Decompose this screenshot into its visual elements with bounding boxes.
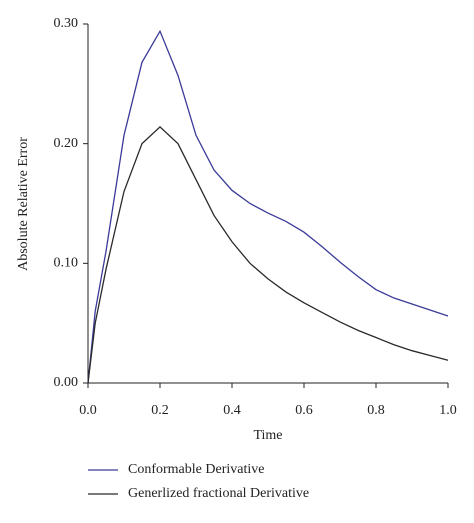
y-tick-label: 0.30 <box>54 16 79 31</box>
x-axis-label: Time <box>253 428 282 443</box>
x-tick-label: 1.0 <box>439 403 457 418</box>
x-tick-label: 0.4 <box>223 403 241 418</box>
x-tick-label: 0.8 <box>367 403 385 418</box>
legend-label: Generlized fractional Derivative <box>128 486 309 501</box>
y-tick-label: 0.00 <box>54 375 79 390</box>
y-tick-label: 0.20 <box>54 136 79 151</box>
series-line <box>87 29 449 384</box>
x-tick-label: 0.0 <box>79 403 97 418</box>
y-tick-label: 0.10 <box>54 256 79 271</box>
series-line <box>87 126 449 384</box>
x-tick-label: 0.2 <box>151 403 169 418</box>
legend-label: Conformable Derivative <box>128 462 264 477</box>
y-axis-label: Absolute Relative Error <box>16 137 31 271</box>
x-tick-label: 0.6 <box>295 403 313 418</box>
